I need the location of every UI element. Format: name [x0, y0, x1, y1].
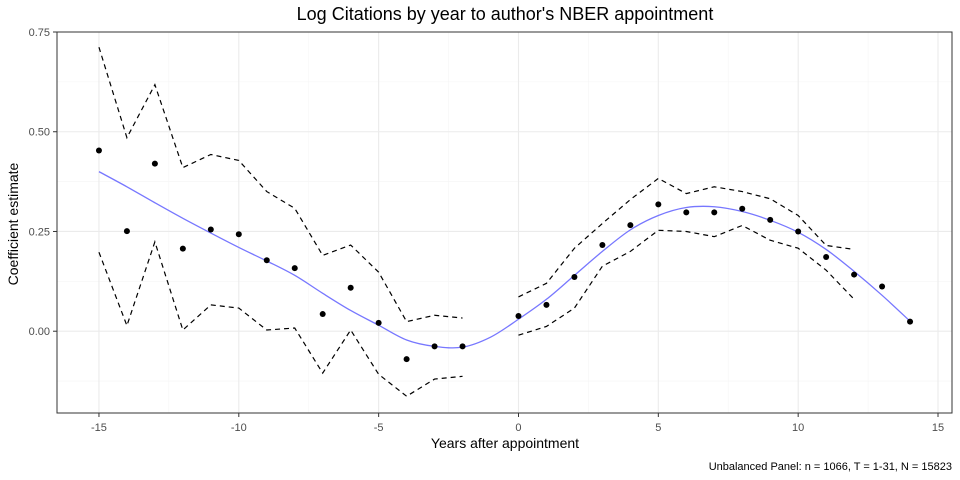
- y-tick-label: 0.50: [29, 127, 50, 139]
- data-point: [123, 228, 130, 235]
- x-tick-label: 15: [932, 422, 944, 434]
- data-point: [319, 311, 326, 318]
- data-point: [263, 257, 270, 264]
- y-tick-label: 0.00: [29, 326, 50, 338]
- panel-border: [56, 31, 953, 414]
- ci-lower-line: [518, 224, 855, 336]
- smoothed-trend: [98, 171, 911, 349]
- data-point: [795, 228, 802, 235]
- data-point: [347, 284, 354, 291]
- ci-upper-line: [518, 177, 855, 298]
- data-point: [599, 242, 606, 249]
- data-point: [291, 265, 298, 272]
- y-tick-label: 0.25: [29, 226, 50, 238]
- ci-upper-line: [98, 46, 463, 323]
- data-point: [711, 209, 718, 216]
- y-axis-ticks: 0.00 0.25 0.50 0.75: [29, 27, 57, 338]
- caption: Unbalanced Panel: n = 1066, T = 1-31, N …: [709, 461, 952, 473]
- data-point: [207, 226, 214, 233]
- data-point: [459, 343, 466, 350]
- confidence-interval-lines: [98, 46, 855, 397]
- chart-title: Log Citations by year to author's NBER a…: [297, 4, 714, 24]
- x-tick-label: 10: [792, 422, 804, 434]
- x-axis-ticks: -15 -10 -5 0 5 10 15: [91, 413, 944, 434]
- x-tick-label: -10: [231, 422, 247, 434]
- y-tick-label: 0.75: [29, 27, 50, 39]
- x-tick-label: -5: [374, 422, 384, 434]
- x-tick-label: 0: [515, 422, 521, 434]
- data-point: [739, 205, 746, 212]
- ci-lower-line: [98, 239, 463, 397]
- smooth-trend-line: [98, 171, 911, 349]
- data-point: [151, 160, 158, 167]
- data-point: [571, 273, 578, 280]
- data-point: [823, 254, 830, 261]
- x-tick-label: 5: [655, 422, 661, 434]
- data-point: [431, 343, 438, 350]
- data-point: [543, 301, 550, 308]
- data-point: [179, 245, 186, 252]
- data-point: [767, 216, 774, 223]
- data-point: [375, 319, 382, 326]
- x-tick-label: -15: [91, 422, 107, 434]
- data-point: [683, 209, 690, 216]
- data-point: [95, 147, 102, 154]
- data-point: [655, 201, 662, 208]
- data-point: [907, 318, 914, 325]
- coefficient-points: [95, 147, 914, 363]
- data-point: [879, 283, 886, 290]
- y-axis-title: Coefficient estimate: [5, 162, 21, 285]
- data-point: [403, 356, 410, 363]
- data-point: [235, 231, 242, 238]
- data-point: [851, 271, 858, 278]
- data-point: [515, 313, 522, 320]
- data-point: [627, 222, 634, 229]
- x-axis-title: Years after appointment: [431, 435, 579, 451]
